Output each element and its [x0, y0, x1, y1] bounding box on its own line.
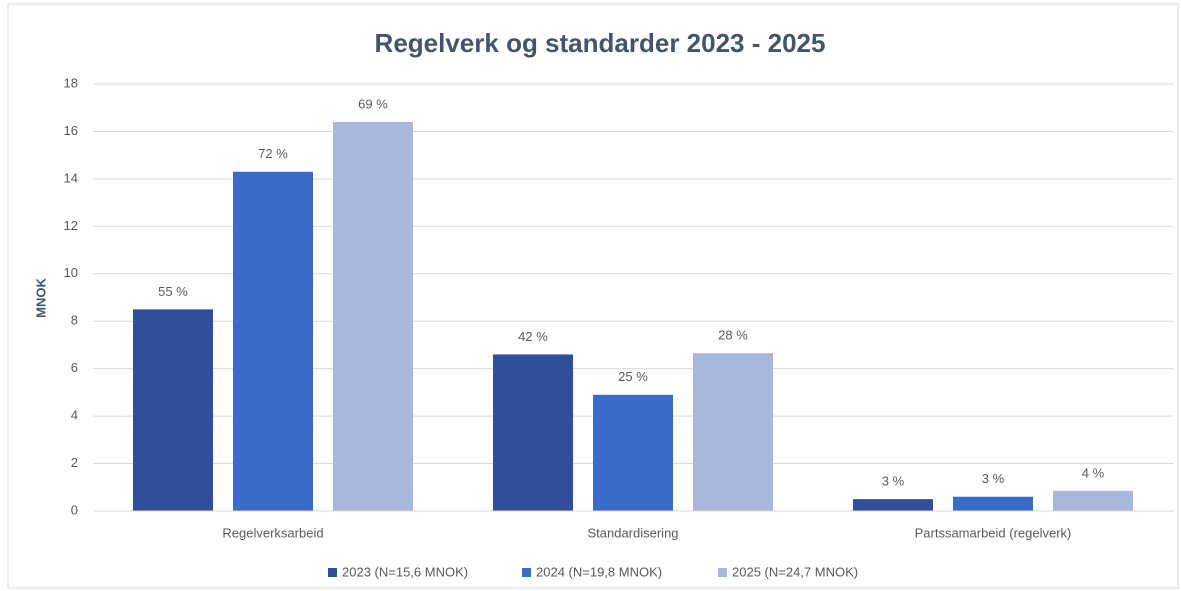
bar: [1053, 490, 1133, 511]
data-label: 69 %: [358, 96, 388, 111]
data-label: 4 %: [1082, 465, 1105, 480]
y-tick-label: 0: [71, 502, 78, 517]
legend-label: 2024 (N=19,8 MNOK): [536, 564, 662, 579]
bar: [693, 353, 773, 511]
bar: [493, 354, 573, 511]
y-tick-label: 6: [71, 360, 78, 375]
y-axis-label: MNOK: [33, 278, 48, 318]
bar: [853, 499, 933, 511]
data-label: 55 %: [158, 284, 188, 299]
y-tick-label: 18: [64, 75, 78, 90]
y-tick-label: 4: [71, 408, 78, 423]
bar: [953, 496, 1033, 511]
data-label: 3 %: [882, 474, 905, 489]
bar: [333, 121, 413, 511]
y-tick-label: 14: [64, 170, 78, 185]
chart-title: Regelverk og standarder 2023 - 2025: [375, 28, 826, 58]
legend-swatch: [718, 568, 727, 577]
y-tick-label: 12: [64, 218, 78, 233]
y-tick-label: 16: [64, 123, 78, 138]
y-tick-label: 10: [64, 265, 78, 280]
data-label: 28 %: [718, 328, 748, 343]
x-tick-label: Regelverksarbeid: [222, 525, 323, 540]
y-tick-label: 2: [71, 455, 78, 470]
data-label: 25 %: [618, 369, 648, 384]
legend-swatch: [328, 568, 337, 577]
legend-swatch: [522, 568, 531, 577]
bar: [593, 394, 673, 511]
data-label: 72 %: [258, 146, 288, 161]
data-label: 42 %: [518, 329, 548, 344]
bar: [233, 171, 313, 511]
data-label: 3 %: [982, 471, 1005, 486]
bar: [133, 309, 213, 511]
x-tick-label: Standardisering: [587, 525, 678, 540]
y-tick-label: 8: [71, 313, 78, 328]
x-tick-label: Partssamarbeid (regelverk): [915, 525, 1072, 540]
legend-label: 2023 (N=15,6 MNOK): [342, 564, 468, 579]
legend-label: 2025 (N=24,7 MNOK): [732, 564, 858, 579]
